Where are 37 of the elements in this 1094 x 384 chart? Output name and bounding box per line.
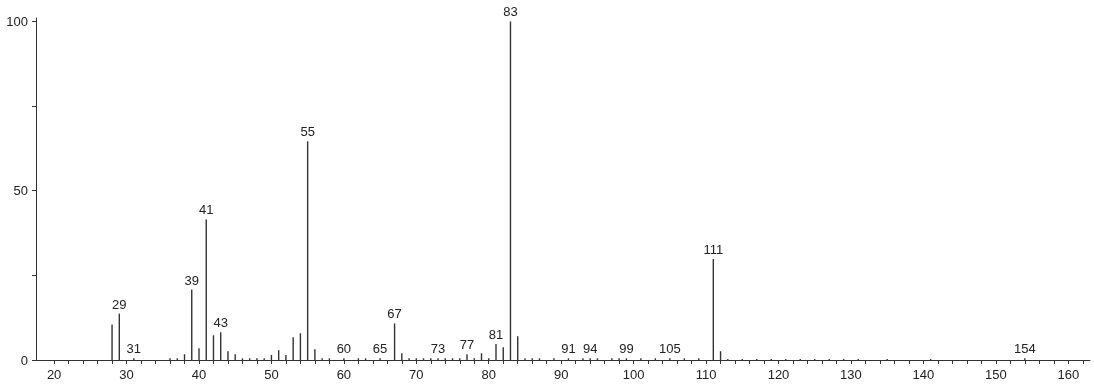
x-tick-label: 70 [409, 367, 424, 382]
annotation: 73 [430, 341, 446, 357]
annotation: 65 [372, 341, 388, 357]
x-tick-label: 90 [553, 367, 569, 382]
annotation: 67 [387, 306, 402, 322]
x-tick-label: 100 [622, 367, 645, 382]
x-tick-label: 150 [984, 367, 1007, 382]
annotation: 83 [503, 4, 518, 20]
annotation: 60 [336, 341, 352, 357]
annotation: 99 [619, 341, 634, 357]
annotation: 39 [184, 272, 199, 288]
x-tick-label: 50 [264, 367, 279, 382]
annotation: 111 [703, 242, 724, 258]
y-tick-label: 100 [6, 13, 28, 29]
annotation: 77 [459, 337, 475, 353]
x-tick-label: 130 [840, 367, 862, 382]
x-tick-label: 110 [695, 367, 717, 382]
annotation: 94 [582, 341, 598, 357]
annotation: 55 [300, 124, 315, 140]
x-tick-label: 60 [336, 367, 352, 382]
x-tick-label: 160 [1057, 367, 1080, 382]
x-tick-label: 120 [767, 367, 790, 382]
annotation: 31 [126, 341, 142, 357]
x-tick-label: 140 [912, 367, 935, 382]
y-tick-label: 0 [20, 352, 28, 368]
annotation: 154 [1013, 341, 1036, 357]
y-tick-label: 50 [13, 183, 28, 199]
x-tick-label: 80 [481, 367, 496, 382]
annotation: 81 [488, 327, 504, 343]
annotation: 41 [199, 202, 214, 218]
annotation: 43 [213, 315, 228, 331]
x-tick-label: 20 [46, 367, 62, 382]
x-tick-label: 30 [119, 367, 134, 382]
annotation: 29 [112, 296, 127, 312]
annotation: 105 [659, 341, 681, 357]
annotation: 91 [561, 341, 576, 357]
x-tick-label: 40 [191, 367, 207, 382]
